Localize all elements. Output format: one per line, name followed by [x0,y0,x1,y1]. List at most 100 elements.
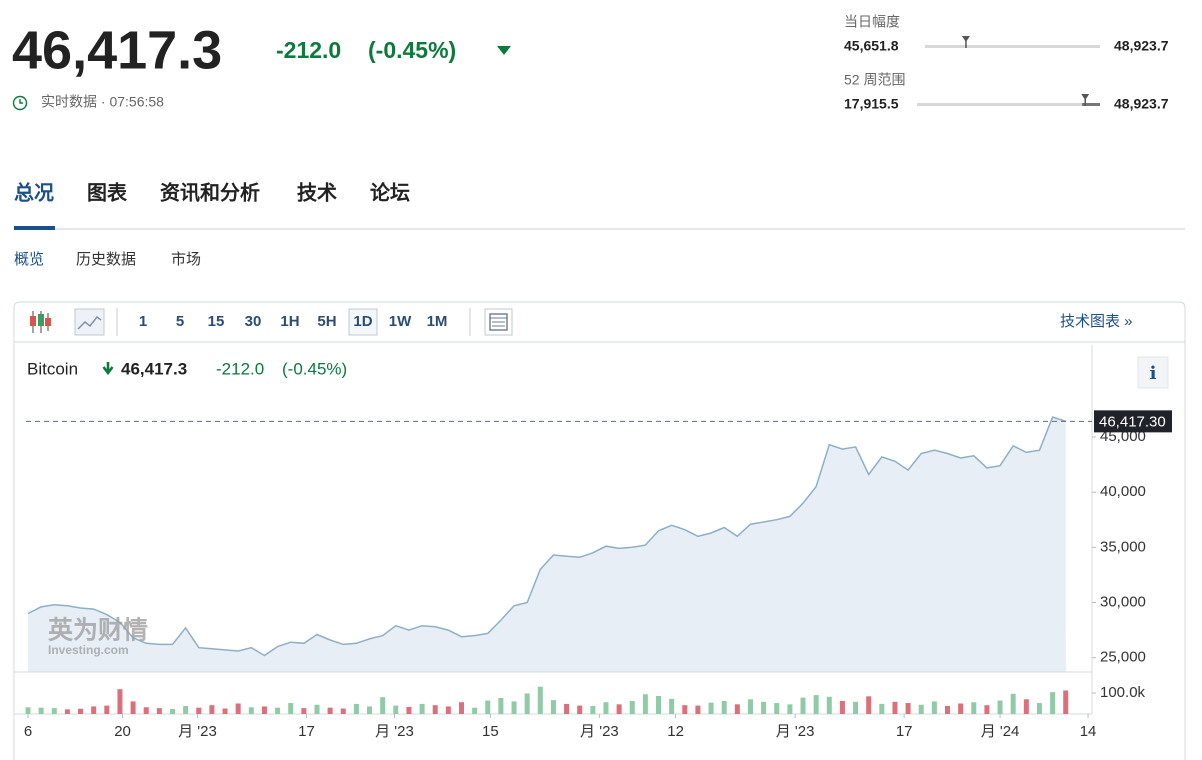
interval-active [348,308,378,336]
interval[interactable]: 5 [176,313,184,330]
volume-bar [984,705,990,714]
volume-bar [288,703,294,714]
volume-bar [1036,703,1042,714]
interval[interactable]: 15 [208,313,225,330]
volume-bar [524,693,530,714]
volume-bar [38,707,44,714]
range-label: 52 周范围 [844,72,905,88]
volume-bar [892,701,898,714]
x-tick-label: 12 [667,723,684,740]
tab[interactable]: 资讯和分析 [160,180,260,204]
x-tick-label: 月 '24 [981,723,1020,740]
interval[interactable]: 5H [317,313,336,330]
volume-bar [235,703,241,714]
interval[interactable]: 1D [353,313,372,330]
tab[interactable]: 论坛 [370,180,410,204]
chart-panel [13,301,1186,760]
x-tick-label: 17 [896,723,913,740]
area [28,417,1066,672]
y-tick-label: 25,000 [1100,649,1146,666]
interval[interactable]: 1M [427,313,448,330]
layout-icon[interactable] [484,308,513,336]
volume-bar [826,696,832,714]
volume-bar [800,697,806,714]
tab-underline [14,226,55,230]
interval[interactable]: 1 [139,313,147,330]
volume-bar [340,708,346,714]
down-arrow [497,46,511,55]
volume-bar [708,702,714,714]
volume-bar [498,698,504,714]
volume-bar [130,701,136,714]
realtime: 实时数据 · 07:56:58 [41,94,164,110]
range-bar [917,103,1100,106]
volume-bar [734,704,740,714]
volume-bar [380,697,386,714]
interval[interactable]: 30 [245,313,262,330]
volume-bar [51,708,57,714]
chart-change: -212.0 [216,359,264,378]
volume-bar [248,707,254,714]
range-marker [961,36,970,42]
subtab[interactable]: 市场 [171,251,201,268]
volume-bar [761,701,767,714]
volume-bar [866,696,872,714]
volume-bar [432,705,438,714]
volume-bar [721,700,727,714]
volume-bar [485,700,491,714]
volume-bar [905,703,911,714]
volume-bar [747,699,753,714]
volume-bar [839,700,845,714]
volume-bar [183,706,189,714]
range-marker [1081,94,1090,100]
chart-price: 46,417.3 [121,359,187,378]
volume-bar [629,700,635,714]
volume-bar [261,706,267,714]
info-button[interactable]: i [1137,356,1169,389]
volume-bar [616,704,622,714]
interval[interactable]: 1W [389,313,412,330]
tech-chart-link[interactable]: 技术图表 » [1060,313,1133,330]
volume-bar [458,702,464,714]
volume-bar [656,695,662,714]
watermark-brand: 英为财情 [48,617,148,645]
range-fill [1082,103,1100,106]
down-arrow [102,362,114,376]
chart-title: Bitcoin [27,359,78,378]
tabs: 总况 图表 资讯和分析 技术 论坛 [14,180,410,230]
volume-bar [564,703,570,714]
range-label: 当日幅度 [844,14,900,30]
line-icon[interactable] [74,308,105,336]
volume-bar [550,700,556,714]
volume-bar [945,706,951,714]
chart-change-pct: (-0.45%) [282,359,347,378]
subtab[interactable]: 历史数据 [76,251,136,268]
tab[interactable]: 技术 [297,180,337,204]
volume-bar [813,695,819,714]
volume-bar [25,707,31,714]
volume-bar [1063,690,1069,714]
y-tick-label: 40,000 [1100,483,1146,500]
volume-bar [169,708,175,714]
volume-bar [393,705,399,714]
intervals: 1 5 15 30 1H 5H 1D 1W 1M [139,308,448,336]
y-tick-label: 35,000 [1100,538,1146,555]
volume-bar [669,698,675,714]
svg-text:i: i [1150,363,1157,384]
watermark-site: Investing.com [48,643,129,657]
candle-icon[interactable] [30,311,51,333]
subtab[interactable]: 概览 [14,251,44,268]
volume-bar [774,703,780,714]
volume-bar [1010,693,1016,714]
volume-bar [91,706,97,714]
volume-bar [511,701,517,714]
volume-bar [931,701,937,714]
price: 46,417.3 [12,20,222,80]
tab[interactable]: 图表 [87,180,128,204]
change: -212.0 [276,37,341,63]
tab[interactable]: 总况 [14,180,54,204]
volume-bar [787,704,793,714]
interval[interactable]: 1H [280,313,299,330]
